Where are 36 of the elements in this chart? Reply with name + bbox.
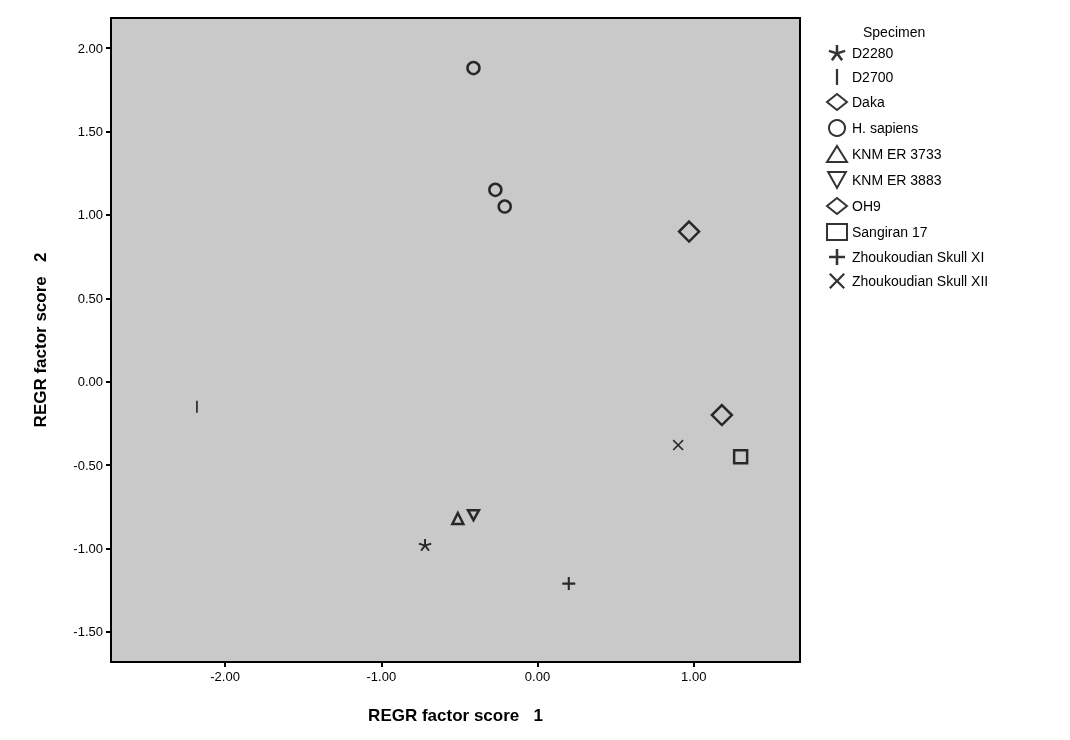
legend-label: D2280	[852, 45, 894, 61]
y-tick-label: 0.00	[77, 374, 103, 390]
point	[466, 60, 481, 76]
y-tick-label: -1.50	[73, 624, 103, 640]
legend-label: KNM ER 3883	[852, 172, 942, 188]
legend-label: H. sapiens	[852, 120, 919, 136]
legend-label: Zhoukoudian Skull XII	[852, 273, 989, 289]
legend-label: Daka	[852, 94, 885, 110]
y-tick-label: 1.00	[77, 207, 103, 223]
point	[710, 403, 734, 427]
legend-label: KNM ER 3733	[852, 146, 942, 162]
y-tick-label: -0.50	[73, 457, 103, 473]
y-tick-label: 2.00	[77, 40, 103, 56]
x-tick-label: -2.00	[210, 669, 240, 684]
y-tick-label: -1.00	[73, 541, 103, 557]
point	[418, 539, 432, 552]
point	[732, 449, 749, 465]
x-axis-title: REGR factor score 1	[368, 706, 543, 725]
legend-title: Specimen	[863, 24, 926, 40]
point	[672, 439, 684, 451]
x-tick-label: 0.00	[524, 669, 551, 684]
point	[562, 577, 576, 591]
legend-label: Zhoukoudian Skull XI	[852, 249, 985, 265]
y-tick-label: 0.50	[77, 290, 103, 306]
y-axis-title: REGR factor score 2	[31, 252, 50, 428]
point	[497, 199, 512, 214]
point	[488, 182, 503, 198]
x-tick-label: 1.00	[681, 669, 707, 684]
point	[466, 508, 481, 522]
point	[677, 220, 701, 243]
legend-label: D2700	[852, 69, 894, 85]
legend-label: OH9	[852, 198, 881, 214]
x-tick-label: -1.00	[366, 669, 397, 684]
y-tick-label: 1.50	[77, 123, 103, 139]
legend-label: Sangiran 17	[852, 224, 928, 240]
point	[451, 511, 465, 526]
